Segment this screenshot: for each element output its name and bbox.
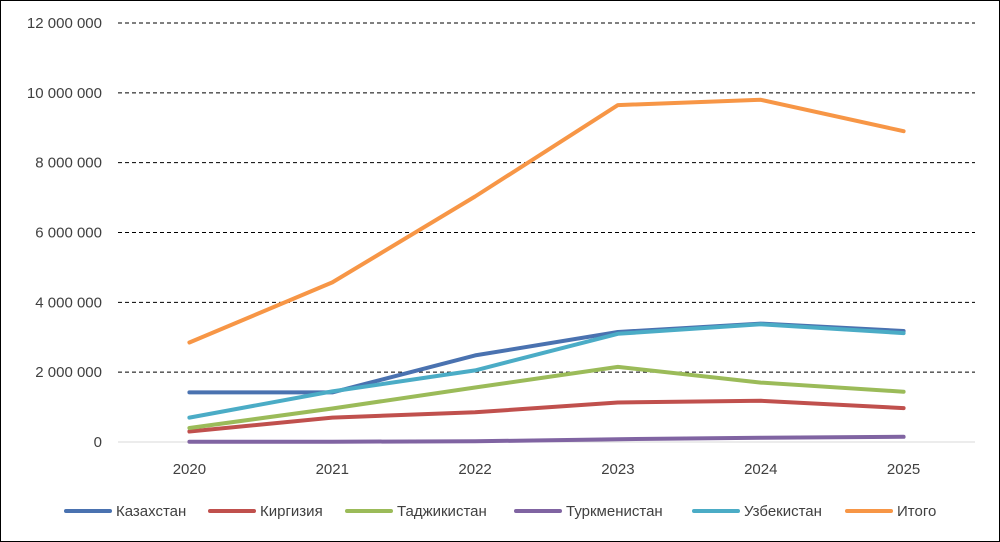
x-tick-label: 2024 xyxy=(744,461,777,478)
y-axis-ticks: 0 2 000 000 4 000 000 6 000 000 8 000 000 10 … xyxy=(27,15,102,451)
legend-label: Туркменистан xyxy=(566,503,663,520)
y-tick-label: 4 000 000 xyxy=(35,294,102,311)
x-tick-label: 2025 xyxy=(887,461,920,478)
series-line-4 xyxy=(187,434,906,444)
series-lines xyxy=(187,97,906,444)
legend-label: Итого xyxy=(897,503,936,520)
x-tick-label: 2022 xyxy=(458,461,491,478)
y-tick-label: 0 xyxy=(94,434,102,451)
series-line-1 xyxy=(187,321,906,395)
legend: Казахстан Киргизия Таджикистан Туркменистан… xyxy=(64,503,936,520)
x-tick-label: 2020 xyxy=(173,461,206,478)
y-tick-label: 12 000 000 xyxy=(27,15,102,32)
legend-label: Таджикистан xyxy=(397,503,487,520)
series-line-5 xyxy=(187,322,906,420)
x-tick-label: 2023 xyxy=(601,461,634,478)
series-line-6 xyxy=(187,97,906,345)
legend-label: Узбекистан xyxy=(744,503,822,520)
series-line-2 xyxy=(187,398,906,434)
x-tick-label: 2021 xyxy=(316,461,349,478)
series-line-3 xyxy=(187,364,906,430)
legend-label: Киргизия xyxy=(260,503,323,520)
x-axis: 2020 2021 2022 2023 2024 2025 xyxy=(118,441,975,478)
y-tick-label: 6 000 000 xyxy=(35,225,102,242)
gridlines xyxy=(118,22,975,373)
y-tick-label: 10 000 000 xyxy=(27,85,102,102)
y-tick-label: 8 000 000 xyxy=(35,155,102,172)
y-tick-label: 2 000 000 xyxy=(35,364,102,381)
legend-label: Казахстан xyxy=(116,503,186,520)
